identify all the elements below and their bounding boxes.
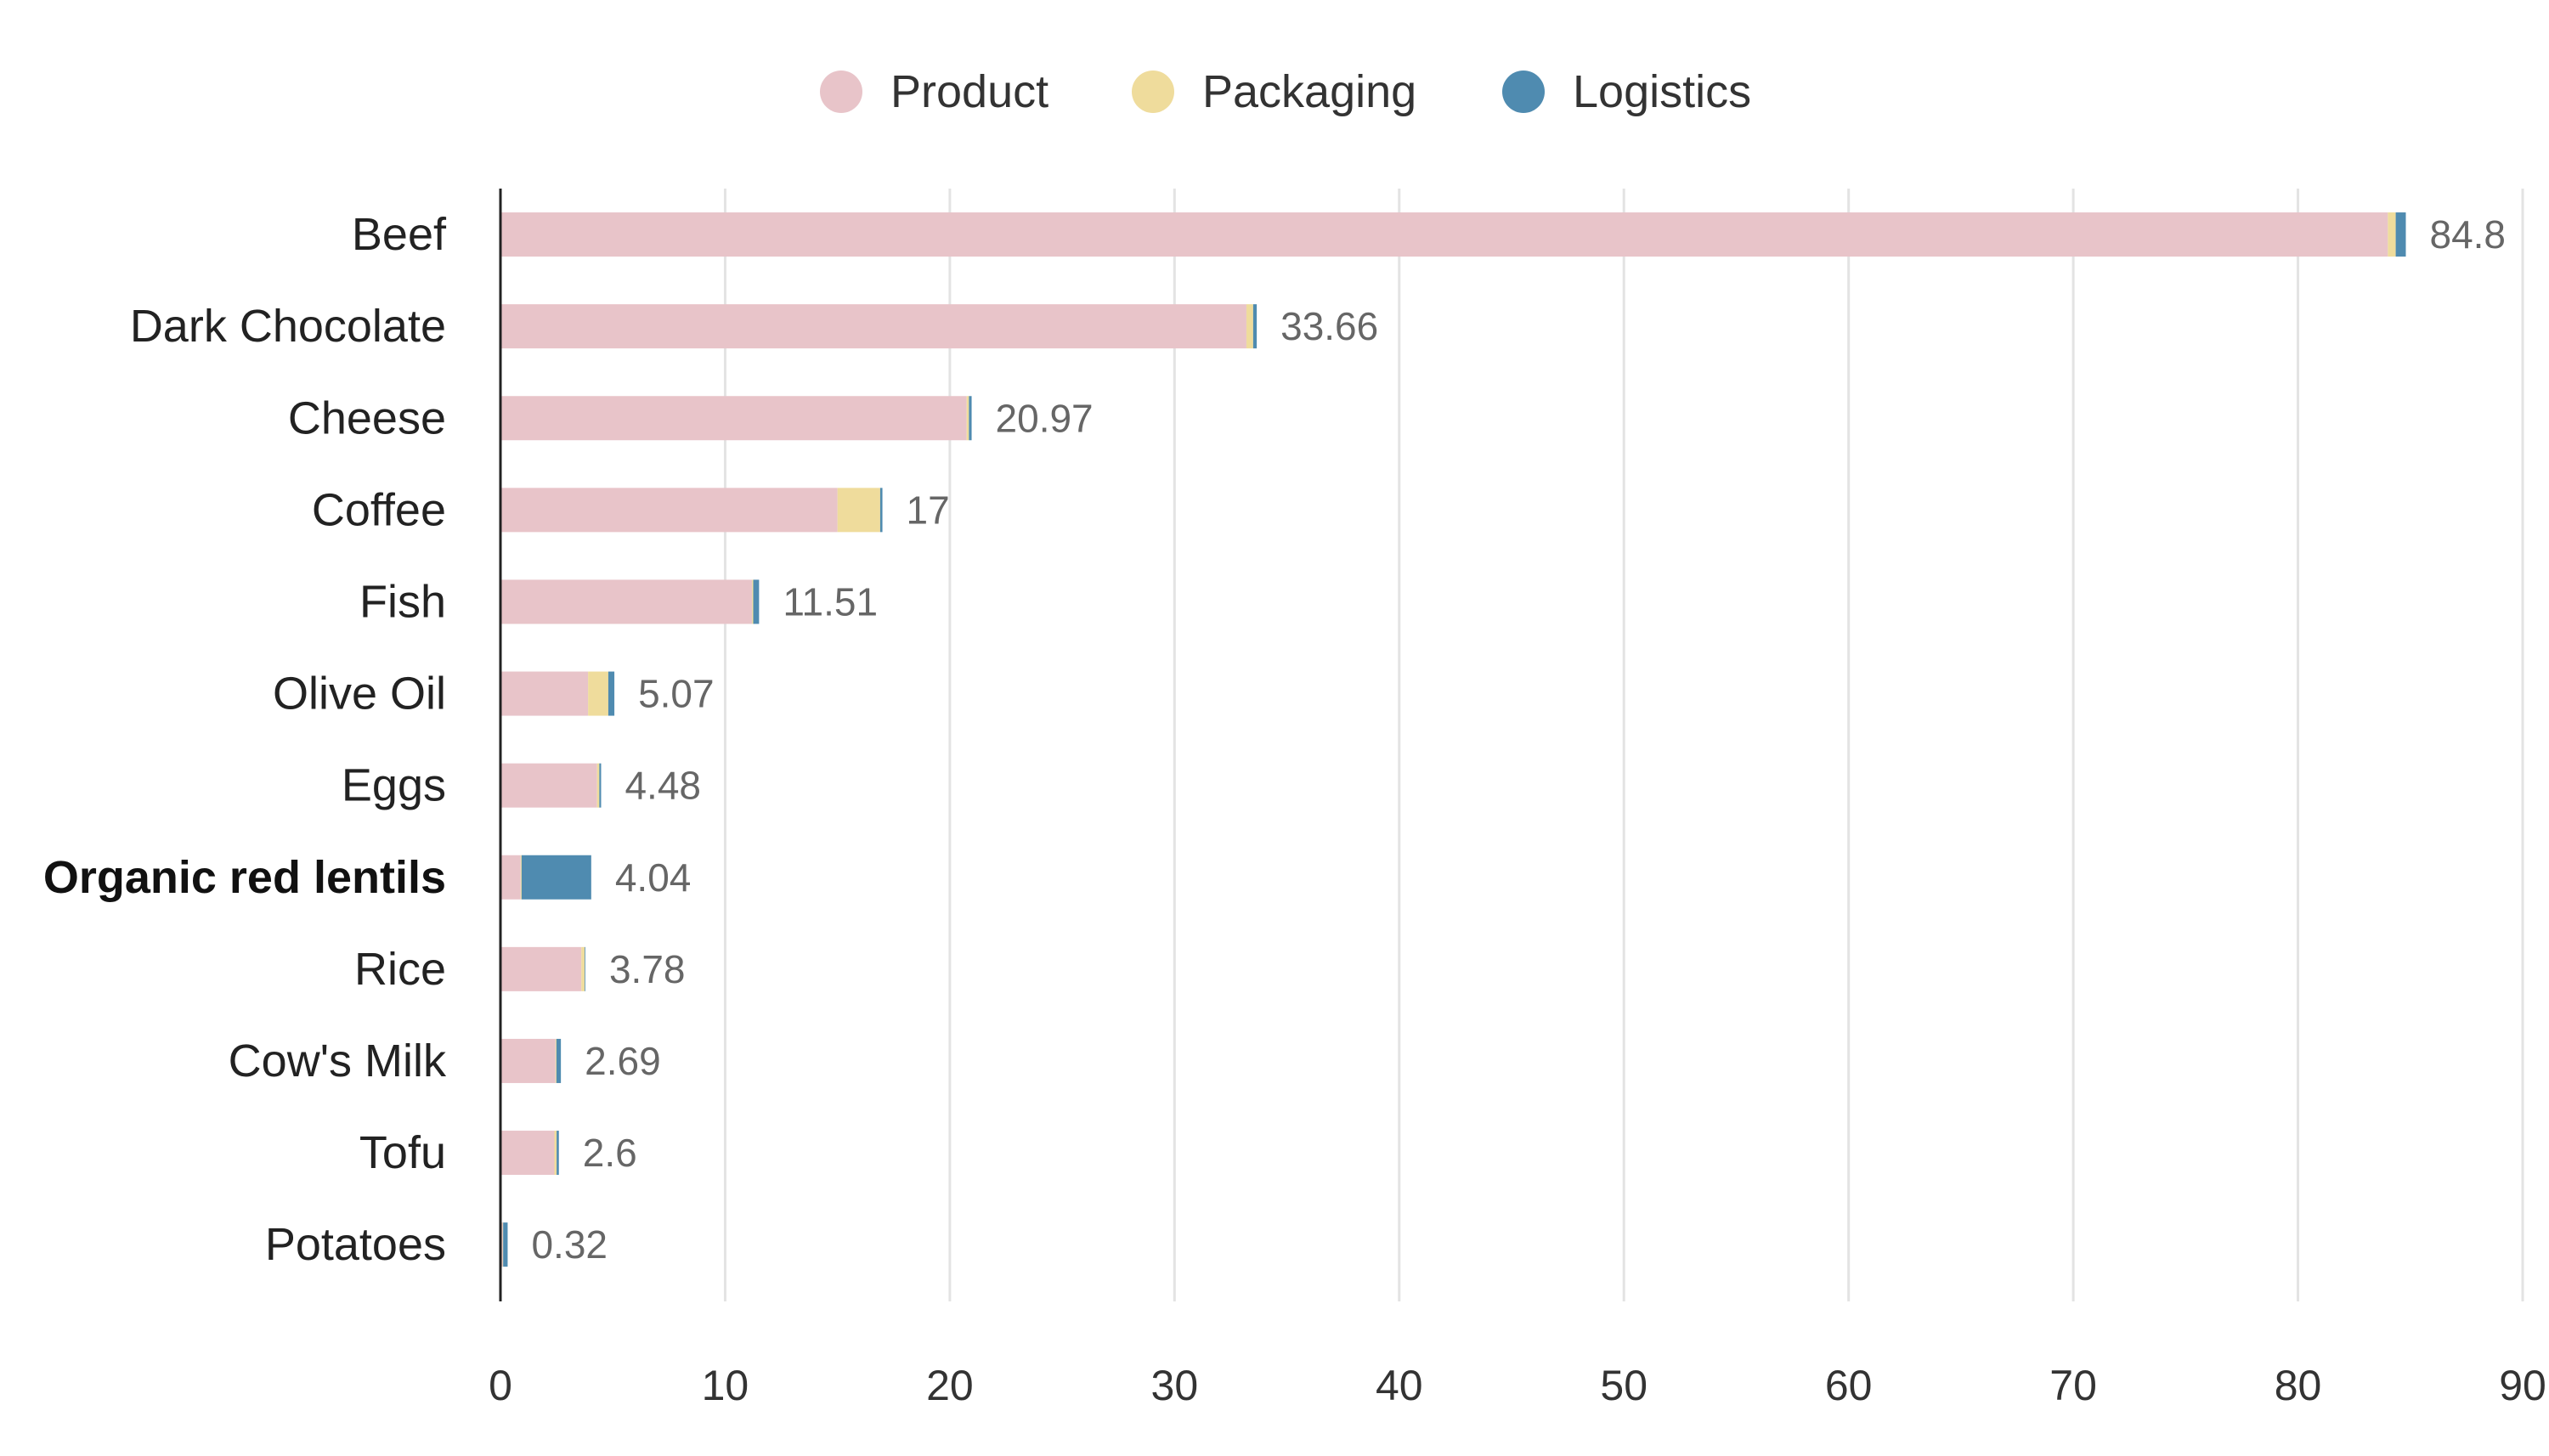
x-tick-label: 80 bbox=[2275, 1362, 2322, 1409]
bar-segment-packaging[interactable] bbox=[554, 1131, 557, 1176]
total-value-label: 4.48 bbox=[625, 764, 701, 808]
bar-segment-packaging[interactable] bbox=[752, 579, 754, 624]
bar-segment-product[interactable] bbox=[500, 1131, 555, 1176]
category-label: Potatoes bbox=[265, 1219, 446, 1270]
category-label: Coffee bbox=[312, 484, 446, 535]
total-value-label: 5.07 bbox=[638, 672, 715, 716]
bar-segment-product[interactable] bbox=[500, 1038, 556, 1083]
bar-segment-packaging[interactable] bbox=[588, 671, 608, 716]
x-tick-label: 60 bbox=[1825, 1362, 1873, 1409]
bar-segment-packaging[interactable] bbox=[1246, 304, 1253, 349]
x-tick-label: 0 bbox=[489, 1362, 512, 1409]
bar-segment-product[interactable] bbox=[500, 212, 2388, 257]
category-label: Tofu bbox=[359, 1127, 446, 1178]
bar-segment-product[interactable] bbox=[500, 304, 1246, 349]
total-value-label: 84.8 bbox=[2429, 212, 2506, 257]
legend-label-logistics[interactable]: Logistics bbox=[1573, 66, 1751, 117]
bar-segment-logistics[interactable] bbox=[557, 1131, 559, 1176]
category-label: Eggs bbox=[342, 760, 446, 811]
category-label: Cow's Milk bbox=[229, 1036, 447, 1086]
total-value-label: 11.51 bbox=[783, 579, 878, 624]
category-label: Fish bbox=[359, 576, 446, 627]
x-tick-label: 20 bbox=[926, 1362, 974, 1409]
bar-segment-packaging[interactable] bbox=[837, 488, 880, 533]
category-label: Dark Chocolate bbox=[130, 301, 446, 352]
bar-segment-packaging[interactable] bbox=[502, 1222, 504, 1267]
legend-label-packaging[interactable]: Packaging bbox=[1202, 66, 1416, 117]
bar-segment-logistics[interactable] bbox=[521, 855, 591, 900]
bar-segment-logistics[interactable] bbox=[753, 579, 760, 624]
category-label: Cheese bbox=[288, 392, 446, 443]
category-label: Organic red lentils bbox=[43, 852, 446, 903]
legend-marker-logistics[interactable] bbox=[1502, 71, 1545, 113]
total-value-label: 33.66 bbox=[1280, 304, 1378, 348]
labels: 0 10 20 30 40 50 60 70 80 90 Beef 84.8 Dark Chocolat… bbox=[43, 209, 2546, 1409]
total-value-label: 4.04 bbox=[615, 855, 692, 900]
x-tick-label: 50 bbox=[1600, 1362, 1648, 1409]
bar-segment-logistics[interactable] bbox=[599, 763, 602, 808]
category-label: Rice bbox=[354, 944, 446, 995]
bar-segment-product[interactable] bbox=[500, 396, 967, 441]
bars bbox=[500, 212, 2406, 1267]
total-value-label: 2.6 bbox=[583, 1131, 637, 1175]
bar-segment-product[interactable] bbox=[500, 763, 597, 808]
gridlines bbox=[723, 189, 2524, 1301]
x-tick-label: 10 bbox=[702, 1362, 749, 1409]
bar-segment-logistics[interactable] bbox=[969, 396, 972, 441]
bar-segment-packaging[interactable] bbox=[2388, 212, 2396, 257]
total-value-label: 3.78 bbox=[609, 947, 686, 991]
bar-segment-product[interactable] bbox=[500, 671, 589, 716]
bar-segment-packaging[interactable] bbox=[581, 946, 585, 991]
bar-segment-product[interactable] bbox=[500, 946, 582, 991]
total-value-label: 0.32 bbox=[531, 1222, 608, 1267]
bar-segment-packaging[interactable] bbox=[966, 396, 969, 441]
x-tick-label: 30 bbox=[1151, 1362, 1199, 1409]
bar-segment-packaging[interactable] bbox=[520, 855, 522, 900]
bar-segment-logistics[interactable] bbox=[503, 1222, 508, 1267]
category-label: Olive Oil bbox=[273, 669, 446, 720]
legend-marker-product[interactable] bbox=[820, 71, 862, 113]
bar-segment-packaging[interactable] bbox=[555, 1038, 557, 1083]
legend-marker-packaging[interactable] bbox=[1132, 71, 1174, 113]
x-tick-label: 90 bbox=[2499, 1362, 2546, 1409]
total-value-label: 2.69 bbox=[585, 1039, 661, 1083]
bar-segment-logistics[interactable] bbox=[1252, 304, 1258, 349]
bar-segment-logistics[interactable] bbox=[879, 488, 883, 533]
bar-segment-logistics[interactable] bbox=[556, 1038, 562, 1083]
bar-segment-logistics[interactable] bbox=[2395, 212, 2406, 257]
total-value-label: 20.97 bbox=[996, 396, 1094, 440]
bar-segment-logistics[interactable] bbox=[608, 671, 615, 716]
legend-label-product[interactable]: Product bbox=[890, 66, 1048, 117]
legend[interactable]: Product Packaging Logistics bbox=[820, 66, 1751, 117]
x-tick-label: 40 bbox=[1376, 1362, 1423, 1409]
total-value-label: 17 bbox=[907, 488, 950, 532]
x-tick-label: 70 bbox=[2049, 1362, 2097, 1409]
category-label: Beef bbox=[352, 209, 447, 260]
bar-segment-product[interactable] bbox=[500, 855, 521, 900]
bar-segment-packaging[interactable] bbox=[596, 763, 600, 808]
bar-segment-product[interactable] bbox=[500, 579, 753, 624]
bar-segment-product[interactable] bbox=[500, 488, 838, 533]
